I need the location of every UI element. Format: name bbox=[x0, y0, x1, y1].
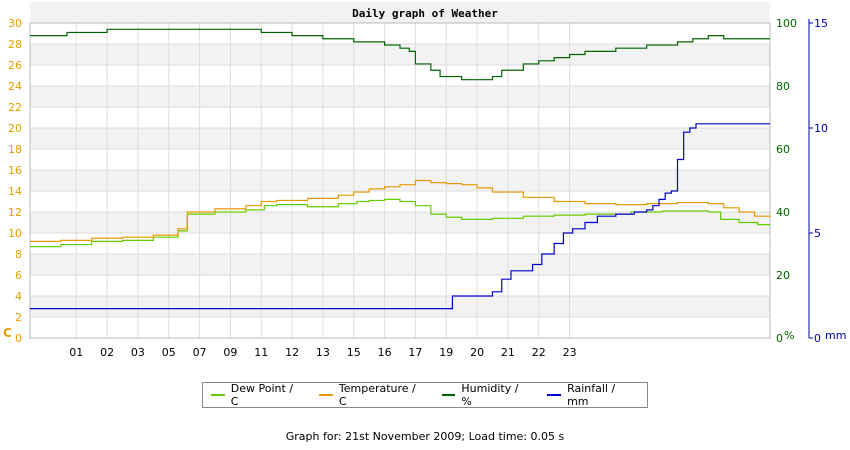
plot-band bbox=[30, 44, 770, 65]
left-axis-tick-label: 8 bbox=[15, 248, 22, 261]
x-axis-tick-label: 09 bbox=[223, 346, 237, 359]
left-axis-tick-label: 20 bbox=[8, 122, 22, 135]
left-axis-tick-label: 12 bbox=[8, 206, 22, 219]
left-axis-tick-label: 18 bbox=[8, 143, 22, 156]
legend-item-dew-point: Dew Point / C bbox=[211, 382, 303, 408]
rainfall-axis-tick-label: 0 bbox=[814, 332, 821, 345]
plot-series bbox=[30, 28, 771, 310]
legend-swatch bbox=[441, 394, 456, 396]
x-axis-tick-label: 19 bbox=[439, 346, 453, 359]
rainfall-axis-tick-label: 15 bbox=[814, 17, 828, 30]
series-line-rainfall bbox=[30, 123, 770, 310]
x-axis-tick-label: 12 bbox=[285, 346, 299, 359]
chart-legend: Dew Point / C Temperature / C Humidity / %… bbox=[202, 382, 648, 408]
x-axis-tick-label: 11 bbox=[254, 346, 268, 359]
x-axis-tick-label: 16 bbox=[378, 346, 392, 359]
humidity-axis-unit-label: % bbox=[784, 329, 794, 342]
left-axis-tick-label: 4 bbox=[15, 290, 22, 303]
x-axis-tick-label: 21 bbox=[501, 346, 515, 359]
left-axis-tick-label: 14 bbox=[8, 185, 22, 198]
humidity-axis-tick-label: 80 bbox=[776, 80, 790, 93]
plot-bands bbox=[30, 2, 770, 317]
x-axis-tick-label: 07 bbox=[193, 346, 207, 359]
legend-label: Rainfall / mm bbox=[567, 382, 616, 408]
plot-band bbox=[30, 128, 770, 149]
axis-ticks bbox=[808, 19, 813, 339]
left-axis-tick-label: 2 bbox=[15, 311, 22, 324]
x-axis-tick-label: 05 bbox=[162, 346, 176, 359]
rainfall-axis-tick-label: 5 bbox=[814, 227, 821, 240]
left-axis-tick-label: 16 bbox=[8, 164, 22, 177]
plot-band bbox=[30, 296, 770, 317]
left-axis-tick-label: 10 bbox=[8, 227, 22, 240]
series-line-dew-point bbox=[30, 198, 770, 248]
series-line-temperature bbox=[30, 179, 771, 242]
plot-band bbox=[30, 170, 770, 191]
left-axis-tick-label: 30 bbox=[8, 17, 22, 30]
x-axis-tick-label: 02 bbox=[100, 346, 114, 359]
x-axis-tick-label: 03 bbox=[131, 346, 145, 359]
legend-swatch bbox=[547, 394, 562, 396]
left-axis-tick-label: 28 bbox=[8, 38, 22, 51]
left-axis-tick-label: 24 bbox=[8, 80, 22, 93]
footer-status: Graph for: 21st November 2009; Load time… bbox=[285, 430, 565, 443]
x-axis-tick-label: 13 bbox=[316, 346, 330, 359]
plot-band bbox=[30, 2, 770, 23]
left-axis-tick-label: 0 bbox=[15, 332, 22, 345]
plot-band bbox=[30, 212, 770, 233]
x-axis-tick-label: 15 bbox=[347, 346, 361, 359]
rainfall-axis-tick-label: 10 bbox=[814, 122, 828, 135]
legend-label: Temperature / C bbox=[338, 382, 416, 408]
x-axis-tick-label: 22 bbox=[532, 346, 546, 359]
humidity-axis-tick-label: 60 bbox=[776, 143, 790, 156]
humidity-axis-tick-label: 100 bbox=[776, 17, 797, 30]
legend-label: Humidity / % bbox=[461, 382, 519, 408]
x-axis-tick-label: 01 bbox=[69, 346, 83, 359]
legend-item-temperature: Temperature / C bbox=[319, 382, 426, 408]
legend-label: Dew Point / C bbox=[230, 382, 294, 408]
humidity-axis-tick-label: 20 bbox=[776, 269, 790, 282]
legend-item-rainfall: Rainfall / mm bbox=[547, 382, 639, 408]
x-axis-tick-label: 17 bbox=[408, 346, 422, 359]
x-axis-tick-label: 23 bbox=[563, 346, 577, 359]
left-axis-tick-label: 22 bbox=[8, 101, 22, 114]
plot-band bbox=[30, 254, 770, 275]
x-axis-tick-label: 20 bbox=[470, 346, 484, 359]
rainfall-axis-unit-label: mm bbox=[825, 329, 846, 342]
legend-swatch bbox=[319, 394, 333, 396]
humidity-axis-tick-label: 0 bbox=[776, 332, 783, 345]
chart-title: Daily graph of Weather bbox=[352, 7, 498, 20]
left-axis-tick-label: 6 bbox=[15, 269, 22, 282]
legend-item-humidity: Humidity / % bbox=[441, 382, 532, 408]
left-axis-unit-label: C bbox=[3, 326, 12, 340]
series-line-humidity bbox=[30, 28, 770, 81]
left-axis-tick-label: 26 bbox=[8, 59, 22, 72]
legend-swatch bbox=[211, 394, 225, 396]
humidity-axis-tick-label: 40 bbox=[776, 206, 790, 219]
plot-band bbox=[30, 86, 770, 107]
plot-frame bbox=[29, 22, 771, 339]
